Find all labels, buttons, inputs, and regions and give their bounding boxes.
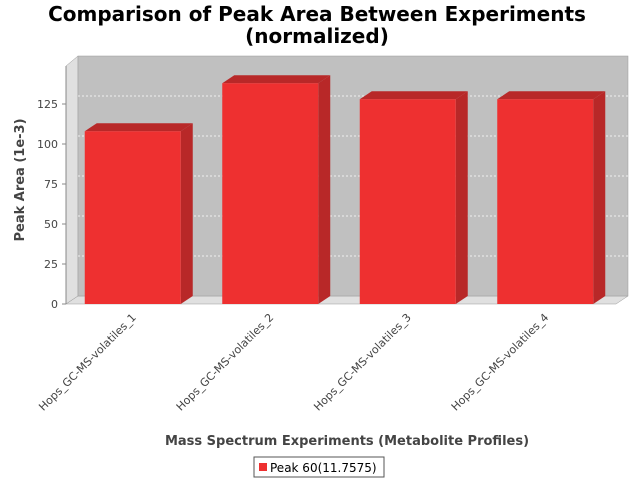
y-tick-label: 75	[44, 178, 58, 191]
x-tick-label: Hops_GC-MS-volatiles_4	[449, 311, 552, 414]
bar-side	[593, 91, 606, 304]
x-axis-label: Mass Spectrum Experiments (Metabolite Pr…	[165, 434, 529, 449]
x-tick-label: Hops_GC-MS-volatiles_3	[311, 311, 414, 414]
y-tick-label: 100	[37, 138, 58, 151]
y-tick-label: 125	[37, 98, 58, 111]
legend-entry-label: Peak 60(11.7575)	[270, 461, 377, 475]
x-ticks-group: Hops_GC-MS-volatiles_1 Hops_GC-MS-volatil…	[36, 311, 551, 414]
x-tick-label: Hops_GC-MS-volatiles_2	[174, 311, 277, 414]
bar	[497, 91, 606, 304]
bar-side	[180, 123, 193, 304]
y-axis-label: Peak Area (1e-3)	[13, 118, 28, 241]
bar-side	[455, 91, 468, 304]
bars-group	[84, 75, 606, 304]
y-tick-label: 50	[44, 218, 58, 231]
bar-top	[497, 91, 606, 100]
bar-front	[359, 99, 456, 304]
legend-swatch	[259, 463, 267, 471]
bar	[359, 91, 468, 304]
legend: Peak 60(11.7575)	[253, 456, 385, 478]
chart-title-line1: Comparison of Peak Area Between Experime…	[48, 2, 586, 26]
bar-front	[222, 83, 319, 304]
bar-top	[359, 91, 468, 100]
bar-top	[222, 75, 331, 84]
x-tick-label: Hops_GC-MS-volatiles_1	[36, 311, 139, 414]
bar	[222, 75, 331, 304]
bar	[84, 123, 193, 304]
bar-top	[84, 123, 193, 132]
chart-title-line2: (normalized)	[245, 24, 389, 48]
y-tick-label: 0	[51, 298, 58, 311]
bar-front	[497, 99, 594, 304]
bar-front	[84, 131, 181, 304]
bar-side	[318, 75, 331, 304]
legend-box	[253, 456, 385, 478]
y-ticks-group: 0 25 50 75 100 125	[37, 98, 66, 311]
plot-left-wall	[65, 55, 79, 305]
y-tick-label: 25	[44, 258, 58, 271]
